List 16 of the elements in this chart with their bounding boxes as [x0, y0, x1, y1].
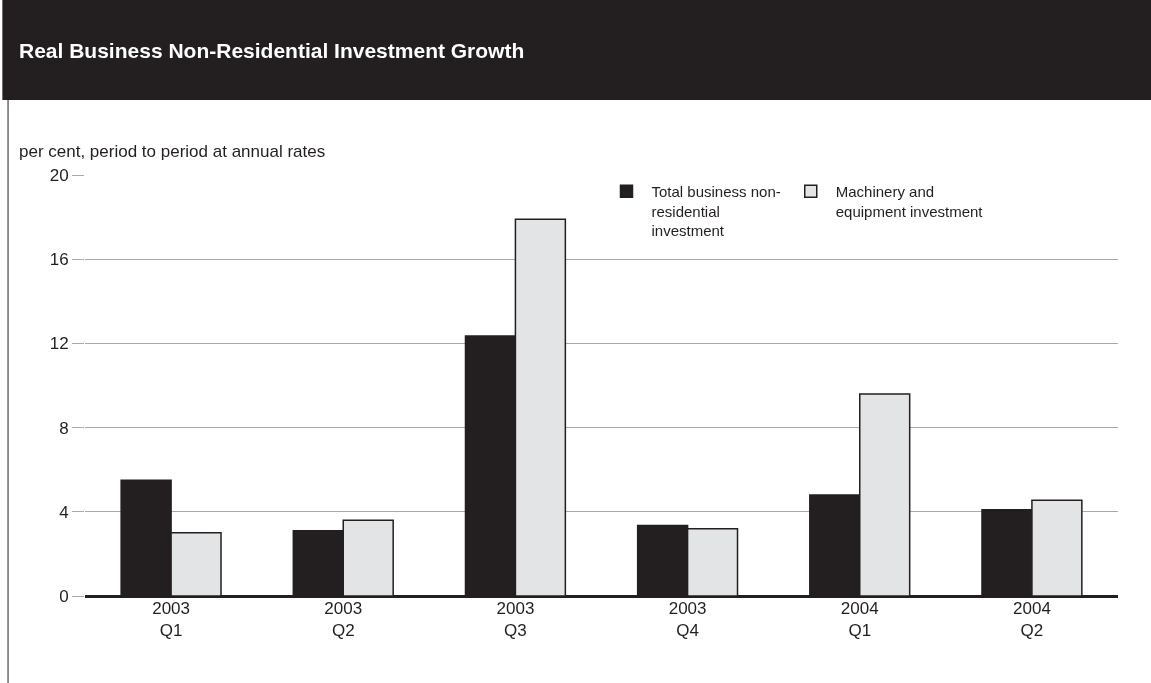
x-tick-label: 2003 Q4	[668, 599, 707, 641]
x-tick-label: 2004 Q2	[1013, 599, 1051, 641]
x-tick-label: 2003 Q3	[496, 599, 535, 641]
y-tick-label: 0	[59, 586, 69, 606]
x-tick-label: 2003 Q2	[324, 599, 363, 641]
x-tick-label: 2004 Q1	[840, 599, 879, 641]
legend-label: Machinery and equipment investment	[835, 183, 984, 220]
y-tick-label: 12	[49, 334, 69, 354]
y-tick-label: 8	[59, 418, 69, 438]
legend-label: Total business non-residential investment	[651, 183, 781, 240]
y-tick-label: 20	[49, 165, 69, 185]
x-tick-label: 2003 Q1	[152, 599, 190, 641]
y-tick-label: 4	[59, 502, 69, 522]
y-tick-label: 16	[49, 250, 69, 270]
y-axis-title: per cent, period to period at annual rates	[19, 142, 326, 161]
chart-title: Real Business Non-Residential Investment Growth	[19, 39, 525, 62]
